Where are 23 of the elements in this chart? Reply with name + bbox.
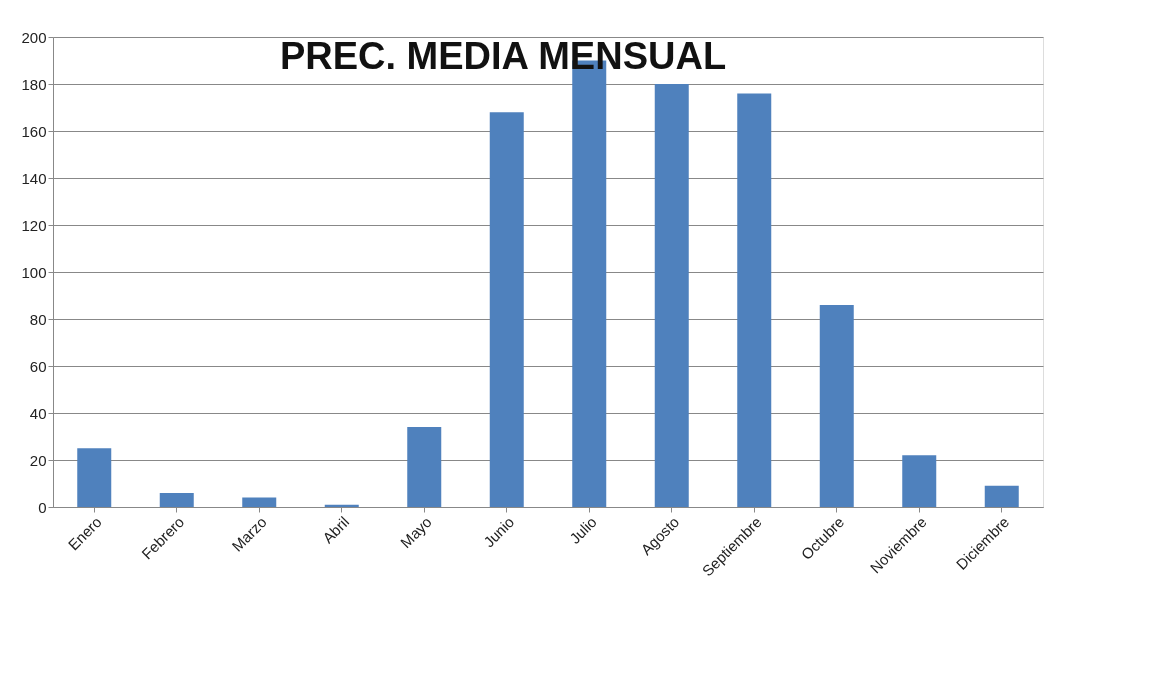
bar [159, 492, 194, 507]
y-tick-label: 200 [21, 28, 47, 46]
y-tick-label: 40 [29, 404, 47, 422]
y-tick-label: 180 [21, 75, 47, 93]
bar [984, 485, 1019, 507]
y-tick-label: 120 [21, 216, 47, 234]
y-tick-label: 160 [21, 122, 47, 140]
y-tick-label: 0 [38, 498, 47, 516]
x-tick-label: Julio [566, 513, 600, 547]
bar [489, 112, 524, 507]
chart-title: PREC. MEDIA MENSUAL [279, 35, 727, 77]
bar [737, 93, 772, 507]
y-tick-label: 60 [29, 357, 47, 375]
bar [77, 448, 112, 507]
y-tick-label: 80 [29, 310, 47, 328]
y-tick-label: 100 [21, 263, 47, 281]
y-tick-label: 140 [21, 169, 47, 187]
y-tick-label: 20 [29, 451, 47, 469]
bar [242, 497, 277, 507]
bar [407, 427, 442, 507]
bar [819, 304, 854, 507]
bar [654, 84, 689, 507]
bar [902, 455, 937, 507]
